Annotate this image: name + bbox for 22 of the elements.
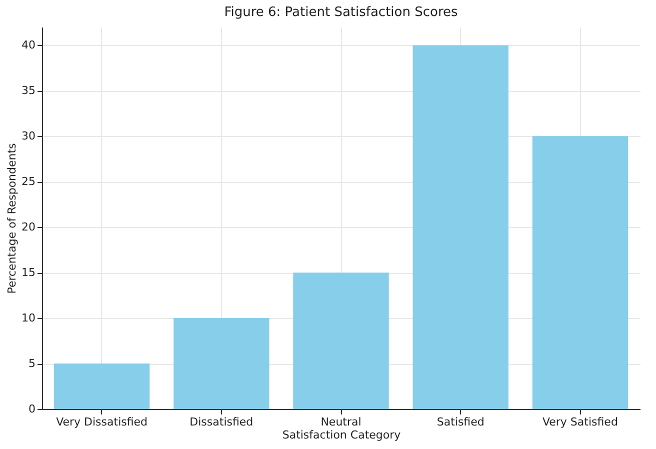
chart-title: Figure 6: Patient Satisfaction Scores [224, 5, 458, 20]
x-axis-title: Satisfaction Category [282, 428, 402, 442]
x-tick-label: Satisfied [436, 416, 484, 428]
y-tick-label: 20 [22, 220, 36, 234]
y-tick-label: 40 [22, 38, 36, 52]
y-tick-label: 25 [22, 175, 36, 188]
x-tick-label: Very Satisfied [542, 416, 618, 428]
y-tick-label: 5 [28, 357, 36, 370]
bar [54, 364, 150, 409]
y-tick-label: 0 [28, 402, 36, 416]
y-tick-label: 30 [22, 130, 36, 143]
x-tick-label: Dissatisfied [190, 416, 254, 428]
bar [412, 45, 508, 409]
y-tick-label: 10 [22, 312, 36, 325]
y-tick-label: 15 [22, 266, 36, 280]
y-tick-label: 35 [22, 84, 36, 98]
bar [174, 318, 270, 409]
x-tick-label: Very Dissatisfied [56, 416, 148, 428]
bar [293, 272, 389, 409]
bar [532, 136, 628, 409]
x-tick-label: Neutral [320, 416, 362, 428]
y-axis-title: Percentage of Respondents [6, 142, 19, 294]
